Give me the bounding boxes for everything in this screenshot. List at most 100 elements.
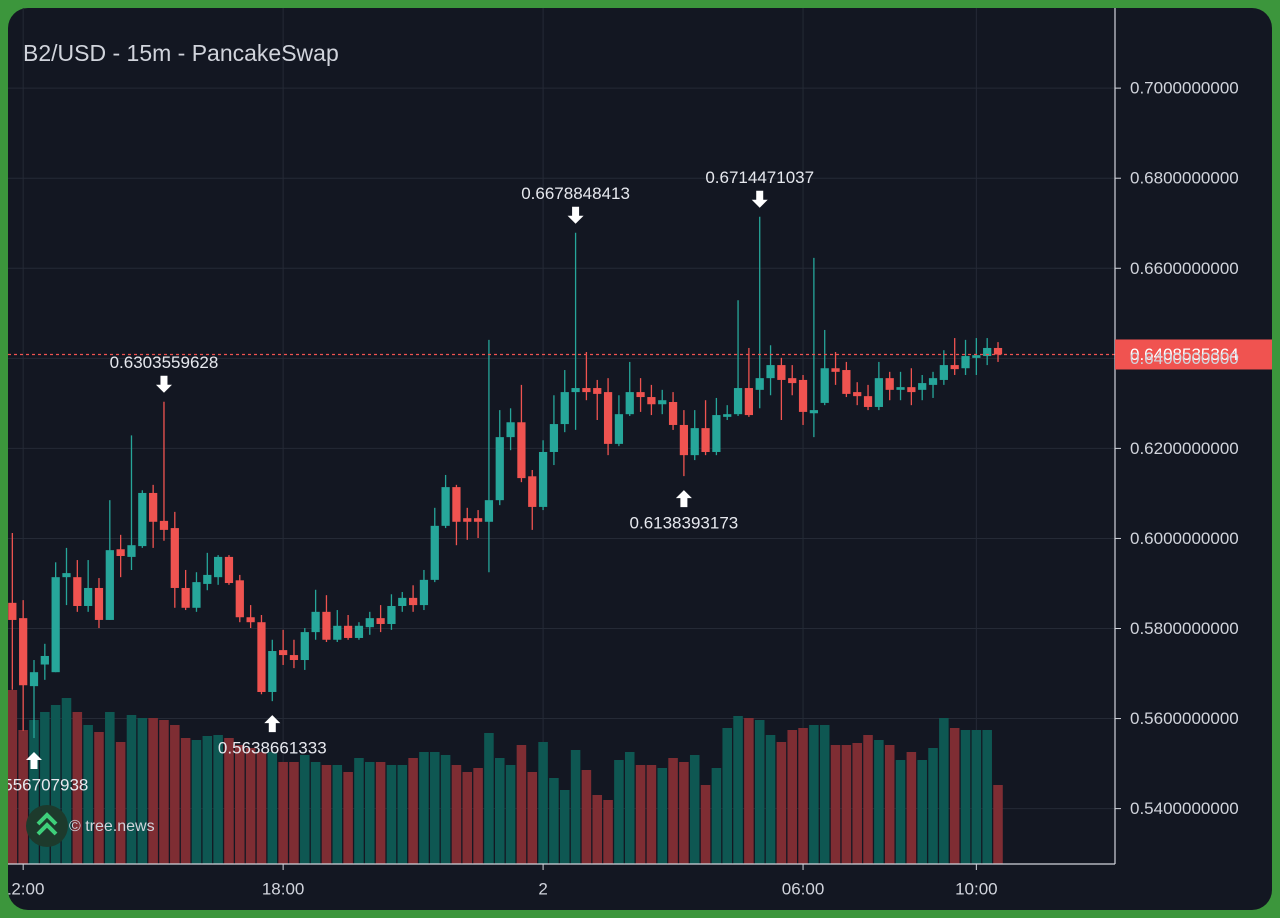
candle-body <box>300 632 309 661</box>
candle-body <box>203 574 212 584</box>
volume-bar <box>559 790 570 864</box>
volume-bar <box>668 758 678 864</box>
volume-bar <box>148 718 158 864</box>
volume-bar <box>126 715 137 864</box>
candle-body <box>961 356 970 369</box>
candle-body <box>820 368 829 403</box>
volume-bar <box>917 760 927 864</box>
volume-bar <box>646 765 657 864</box>
candle-body <box>506 422 515 438</box>
candle-body <box>170 528 179 588</box>
volume-bar <box>700 785 711 864</box>
candle-body <box>560 392 569 425</box>
candle-body <box>463 518 472 522</box>
axes: 12:00 18:00 2 06:00 10:00 0.6408535364 <box>8 8 1272 898</box>
candle-body <box>647 397 656 405</box>
candle-body <box>636 392 645 398</box>
candle-body <box>343 625 353 638</box>
candle-body <box>863 396 873 407</box>
volume-bar <box>679 762 689 864</box>
volume-bar <box>874 740 884 864</box>
volume-bar <box>733 716 743 864</box>
volume-bar <box>419 752 429 864</box>
candle-body <box>29 672 39 687</box>
volume-bar <box>689 755 700 864</box>
volume-bar <box>884 745 895 864</box>
y-tick-label: 0.7000000000 <box>1130 79 1239 98</box>
candle-body <box>84 587 93 606</box>
volume-bar <box>852 743 862 864</box>
candle-body <box>874 378 883 407</box>
annotation-arrow <box>675 490 692 508</box>
volume-bar <box>170 725 180 864</box>
plot-area: 0.5556707938 0.6303559628 0.5638661333 0.66… <box>0 8 1115 864</box>
volume-bar <box>310 762 321 864</box>
volume-bar <box>570 750 581 864</box>
volume-bar <box>830 745 841 864</box>
volume-bar <box>895 760 906 864</box>
x-tick-label: 10:00 <box>955 879 998 898</box>
candle-body <box>983 347 992 357</box>
candle-body <box>398 597 407 606</box>
candle-body <box>354 625 364 638</box>
candle-body <box>387 605 396 624</box>
volume-bar <box>278 762 288 864</box>
volume-bar <box>191 740 202 864</box>
volume-bar <box>949 728 960 864</box>
candle-body <box>571 388 580 393</box>
volume-bar <box>213 735 223 864</box>
candle-body <box>333 625 342 640</box>
volume-bar <box>484 733 494 864</box>
y-tick-label: 0.6000000000 <box>1130 529 1239 548</box>
annotation-arrow <box>155 375 172 393</box>
volume-bar <box>711 768 722 864</box>
volume-bar <box>83 725 93 864</box>
candle-body <box>658 400 667 405</box>
volume-bar <box>8 690 18 864</box>
volume-bar <box>527 772 538 864</box>
volume-bar <box>267 752 278 864</box>
candle-body <box>94 587 104 620</box>
candle-body <box>593 388 602 394</box>
volume-bar <box>365 762 375 864</box>
volume-bar <box>581 770 592 864</box>
volume-bar <box>343 772 353 864</box>
annotation-arrow <box>751 190 768 208</box>
candle-body <box>408 597 418 606</box>
volume-bar <box>494 758 505 864</box>
candle-body <box>907 387 916 393</box>
volume-bar <box>430 752 440 864</box>
volume-bar <box>50 705 61 864</box>
annotation-arrow <box>264 715 281 733</box>
candle-body <box>419 579 429 606</box>
volume-bar <box>300 755 310 864</box>
volume-bar <box>94 732 104 864</box>
y-tick-label: 0.6800000000 <box>1130 169 1239 188</box>
annotation-label: 0.5556707938 <box>0 776 88 795</box>
candle-body <box>690 428 699 456</box>
candle-body <box>322 611 331 640</box>
candle-body <box>19 618 28 686</box>
annotation-arrow <box>25 752 42 770</box>
volume-bar <box>202 736 213 864</box>
candle-body <box>127 545 136 557</box>
candle-body <box>235 580 244 618</box>
candle-body <box>798 379 808 412</box>
volume-bar <box>462 772 473 864</box>
candle-body <box>614 414 624 444</box>
y-tick-label: 0.5800000000 <box>1130 619 1239 638</box>
volume-bar <box>440 755 451 864</box>
volume-bar <box>776 742 787 864</box>
volume-bar <box>928 748 938 864</box>
candle-body <box>993 347 1003 355</box>
candle-body <box>928 378 938 385</box>
volume-bar <box>863 735 873 864</box>
candle-body <box>603 392 613 444</box>
candle-body <box>918 383 927 390</box>
last-price-label: 0.6408535364 <box>1130 345 1239 364</box>
candle-body <box>214 556 223 578</box>
volume-bar <box>321 765 332 864</box>
candle-body <box>809 410 818 414</box>
candle-body <box>896 387 905 390</box>
